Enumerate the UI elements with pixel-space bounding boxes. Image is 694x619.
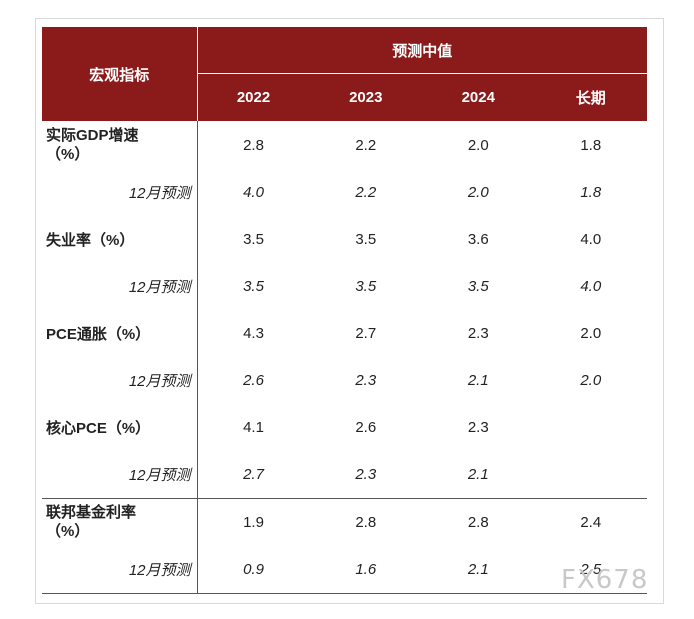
value-cell: 4.3 [243,325,264,342]
table-row: 实际GDP增速（%） 2.8 2.2 2.0 1.8 [42,121,647,169]
value-cell: 2.3 [467,325,489,342]
year-header: 长期 [534,73,648,121]
table-row: 12月预测 0.9 1.6 2.1 2.5 [42,546,648,594]
value-cell: 2.1 [422,546,535,594]
value-cell: 3.5 [243,231,264,248]
table-row: 失业率（%） 3.5 3.5 3.6 4.0 [42,216,647,263]
value-cell: 1.8 [580,136,602,154]
table-row: 12月预测 4.0 2.2 2.0 1.8 [42,169,647,216]
indicator-label: 联邦基金利率（%） [42,497,198,546]
forecast-label: 12月预测 [42,546,198,594]
value-cell: 2.2 [355,136,377,154]
value-cell: 2.3 [355,372,377,389]
value-cell: 2.1 [467,465,489,483]
forecast-label: 12月预测 [42,451,198,498]
value-cell: 2.8 [243,136,264,154]
value-cell [535,404,648,451]
value-cell: 1.6 [309,546,422,594]
group-header: 预测中值 [197,27,648,74]
value-cell: 4.0 [580,278,602,295]
figure-frame [35,18,664,604]
value-cell: 2.1 [467,372,489,389]
value-cell: 4.0 [580,231,602,248]
forecast-label: 12月预测 [42,357,198,404]
table-row: 联邦基金利率（%） 1.9 2.8 2.8 2.4 [42,497,648,546]
indicator-label: 失业率（%） [42,216,198,263]
value-cell: 3.5 [355,231,377,248]
forecast-table: 宏观指标 预测中值 2022 2023 2024 长期 实际GDP增速（%） 2… [42,27,648,594]
value-cell [535,451,648,498]
value-cell: 3.6 [467,231,489,248]
indicator-label: PCE通胀（%） [42,310,198,357]
value-cell: 2.6 [355,419,377,436]
value-cell: 1.8 [580,184,602,201]
value-cell: 2.5 [534,546,648,594]
forecast-label: 12月预测 [42,263,198,310]
value-cell: 2.3 [355,465,377,483]
value-cell: 3.5 [467,278,489,295]
year-header: 2022 [197,73,310,121]
year-header: 2024 [422,73,535,121]
row-header: 宏观指标 [42,27,198,121]
forecast-table-container: 宏观指标 预测中值 2022 2023 2024 长期 实际GDP增速（%） 2… [42,27,648,597]
indicator-label: 实际GDP增速（%） [42,121,198,169]
value-cell: 2.0 [580,325,602,342]
value-cell: 2.2 [355,184,377,201]
value-cell: 2.0 [580,372,602,389]
table-row: PCE通胀（%） 4.3 2.7 2.3 2.0 [42,310,647,357]
table-row: 12月预测 2.6 2.3 2.1 2.0 [42,357,647,404]
table-row: 12月预测 2.7 2.3 2.1 [42,451,647,498]
value-cell: 2.0 [467,136,489,154]
value-cell: 1.9 [197,497,310,546]
indicator-label-text: 联邦基金利率（%） [46,504,137,541]
value-cell: 4.1 [243,419,264,436]
table-row: 12月预测 3.5 3.5 3.5 4.0 [42,263,647,310]
value-cell: 2.6 [243,372,264,389]
value-cell: 2.8 [422,497,535,546]
watermark-logo: FX678 [561,565,649,595]
value-cell: 2.0 [467,184,489,201]
indicator-label: 核心PCE（%） [42,404,198,451]
indicator-label-text: 实际GDP增速（%） [46,127,139,163]
value-cell: 2.3 [467,419,489,436]
value-cell: 3.5 [355,278,377,295]
value-cell: 3.5 [243,278,264,295]
value-cell: 2.7 [355,325,377,342]
value-cell: 0.9 [197,546,310,594]
value-cell: 4.0 [243,184,264,201]
year-header: 2023 [309,73,422,121]
forecast-label: 12月预测 [42,169,198,216]
table-row: 核心PCE（%） 4.1 2.6 2.3 [42,404,647,451]
value-cell: 2.4 [534,497,648,546]
value-cell: 2.7 [243,465,264,483]
value-cell: 2.8 [309,497,422,546]
